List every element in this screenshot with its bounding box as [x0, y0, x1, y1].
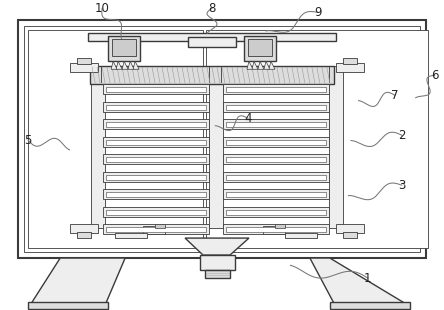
Polygon shape [252, 61, 258, 69]
Bar [209, 66, 223, 228]
Bar [103, 84, 209, 94]
Text: 2: 2 [398, 129, 405, 142]
Text: 9: 9 [314, 6, 321, 19]
Text: 1: 1 [364, 272, 372, 285]
Bar [24, 26, 420, 252]
Bar [263, 226, 285, 234]
Bar [275, 224, 285, 228]
Bar [226, 122, 326, 127]
Bar [343, 232, 357, 238]
Polygon shape [30, 258, 125, 305]
Bar [103, 224, 209, 234]
Bar [103, 206, 209, 217]
Bar [143, 226, 165, 234]
Bar [223, 189, 329, 199]
Bar [336, 63, 364, 72]
Bar [88, 33, 336, 41]
Bar [70, 224, 98, 233]
Bar [103, 119, 209, 129]
Bar [226, 87, 326, 92]
Bar [103, 137, 209, 147]
Text: 4: 4 [244, 112, 252, 125]
Bar [106, 87, 206, 92]
Text: 6: 6 [431, 69, 439, 82]
Bar [77, 58, 91, 64]
Bar [223, 102, 329, 112]
Polygon shape [116, 61, 122, 69]
Bar [103, 102, 209, 112]
Bar [223, 172, 329, 182]
Bar [343, 58, 357, 64]
Bar [188, 37, 236, 47]
Bar [200, 255, 235, 270]
Bar [206, 30, 428, 248]
Bar [106, 157, 206, 162]
Bar [223, 206, 329, 217]
Bar [248, 39, 272, 56]
Bar [91, 66, 105, 228]
Bar [205, 270, 230, 278]
Bar [226, 175, 326, 179]
Bar [223, 119, 329, 129]
Bar [28, 30, 203, 248]
Polygon shape [128, 61, 134, 69]
Bar [106, 122, 206, 127]
Polygon shape [258, 61, 264, 69]
Bar [244, 36, 276, 61]
Bar [226, 210, 326, 215]
Bar [336, 224, 364, 233]
Bar [103, 189, 209, 199]
Bar [106, 140, 206, 145]
Bar [103, 154, 209, 164]
Bar [108, 36, 140, 61]
Polygon shape [185, 238, 249, 255]
Bar [223, 154, 329, 164]
Bar [90, 66, 334, 84]
Text: 5: 5 [24, 134, 32, 147]
Bar [226, 105, 326, 110]
Bar [106, 227, 206, 232]
Bar [330, 302, 410, 309]
Bar [226, 140, 326, 145]
Bar [226, 157, 326, 162]
Bar [223, 137, 329, 147]
Text: 10: 10 [95, 2, 110, 15]
Bar [226, 192, 326, 197]
Bar [285, 233, 317, 238]
Bar [112, 39, 136, 56]
Text: 3: 3 [398, 179, 405, 192]
Bar [115, 233, 147, 238]
Polygon shape [133, 61, 139, 69]
Bar [223, 84, 329, 94]
Bar [329, 66, 343, 228]
Polygon shape [264, 61, 270, 69]
Bar [226, 227, 326, 232]
Bar [106, 175, 206, 179]
Text: 8: 8 [208, 2, 216, 15]
Polygon shape [310, 258, 408, 305]
Bar [106, 105, 206, 110]
Bar [103, 172, 209, 182]
Bar [18, 20, 426, 258]
Bar [106, 210, 206, 215]
Bar [223, 224, 329, 234]
Bar [77, 232, 91, 238]
Bar [28, 302, 108, 309]
Bar [70, 63, 98, 72]
Polygon shape [247, 61, 253, 69]
Bar [155, 224, 165, 228]
Text: 7: 7 [391, 89, 399, 102]
Polygon shape [122, 61, 128, 69]
Polygon shape [111, 61, 117, 69]
Polygon shape [269, 61, 275, 69]
Bar [106, 192, 206, 197]
